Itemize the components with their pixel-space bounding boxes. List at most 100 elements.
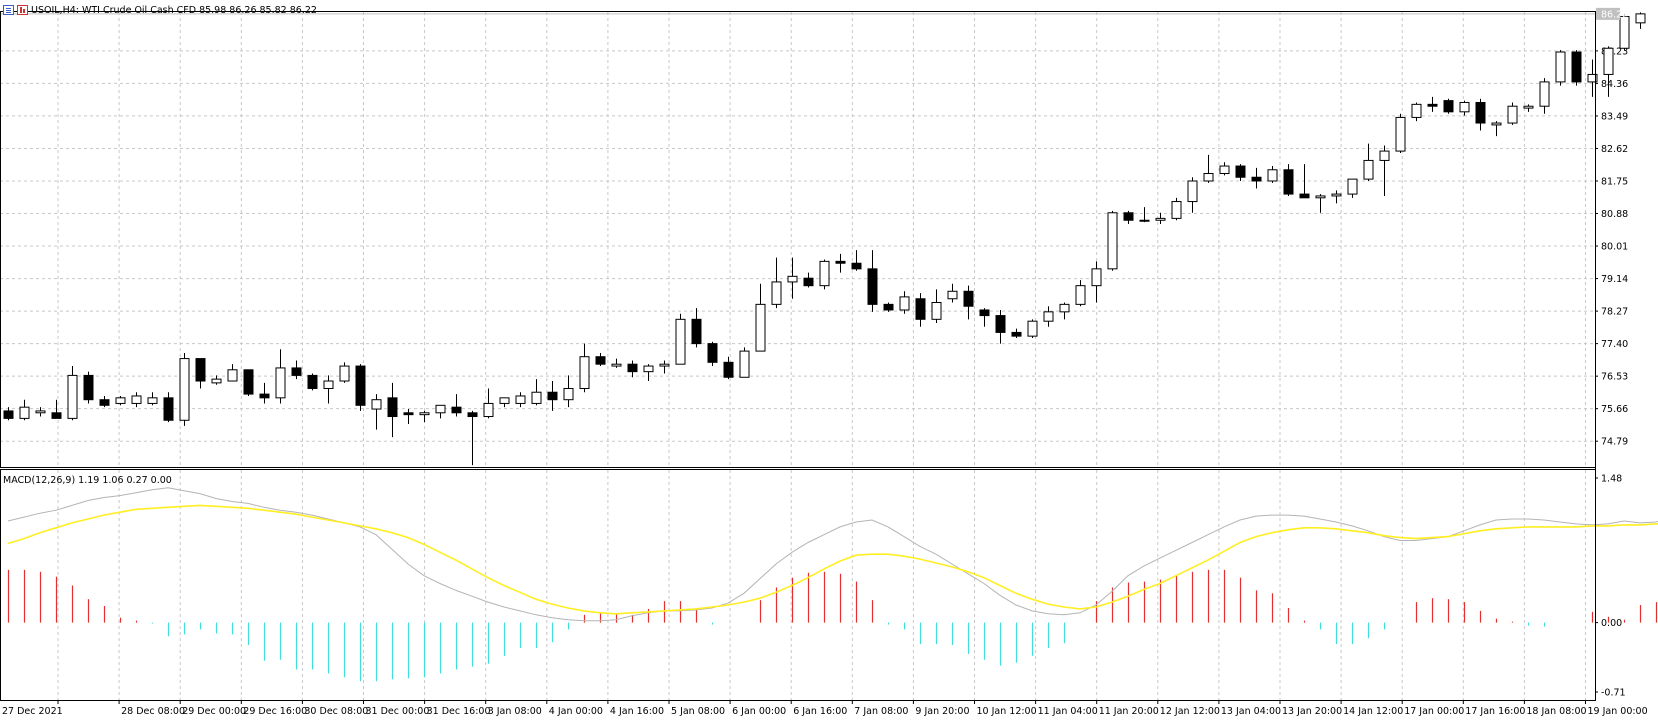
candle-body: [515, 395, 526, 404]
candle-body: [1523, 105, 1534, 109]
candle: [675, 313, 686, 365]
candle-body: [563, 387, 574, 401]
candle: [899, 291, 910, 314]
candle: [163, 392, 174, 423]
candle-body: [931, 301, 942, 320]
candle-body: [451, 406, 462, 414]
candle: [979, 308, 990, 327]
symbol-timeframe: USOIL,H4:: [31, 4, 79, 16]
candle: [1443, 98, 1454, 114]
candle-body: [115, 397, 126, 404]
candle-body: [211, 378, 222, 384]
candle: [1251, 167, 1262, 189]
candle: [1539, 78, 1550, 114]
candle-body: [787, 275, 798, 283]
candle-body: [739, 350, 750, 378]
candle-body: [819, 260, 830, 287]
candle: [211, 375, 222, 385]
candle-body: [291, 367, 302, 376]
time-tick-label: 4 Jan 00:00: [549, 706, 603, 717]
candle-body: [387, 397, 398, 418]
candle-body: [323, 380, 334, 389]
candle: [307, 373, 318, 391]
candle: [851, 250, 862, 271]
main-pane-frame: [0, 11, 1596, 468]
time-tick-label: 17 Jan 00:00: [1404, 706, 1464, 717]
candle-body: [1139, 219, 1150, 222]
candle: [1091, 261, 1102, 303]
candle: [1555, 50, 1566, 86]
time-tick-label: 29 Dec 00:00: [182, 706, 246, 717]
candle: [1315, 194, 1326, 213]
candle-body: [131, 395, 142, 404]
signal-line: [7, 504, 1658, 615]
candle-body: [771, 281, 782, 305]
candle: [1331, 190, 1342, 204]
candle: [227, 364, 238, 382]
candle-body: [531, 391, 542, 404]
candle: [947, 283, 958, 303]
candle-body: [467, 412, 478, 418]
time-tick-label: 10 Jan 12:00: [977, 706, 1037, 717]
candle: [1459, 100, 1470, 116]
candle-body: [83, 374, 94, 401]
chart-type-icon[interactable]: [17, 5, 28, 15]
symbol-list-icon[interactable]: [3, 5, 14, 15]
candle: [931, 289, 942, 324]
macd-tick-label: -0.71: [1601, 688, 1626, 699]
candle: [1587, 59, 1598, 97]
candle-body: [1491, 122, 1502, 126]
candle: [915, 293, 926, 327]
candle-body: [1411, 103, 1422, 118]
candle: [1155, 212, 1166, 224]
candle-body: [691, 318, 702, 345]
candle: [275, 349, 286, 404]
candle: [467, 410, 478, 466]
candle-body: [803, 277, 814, 287]
candle-body: [307, 374, 318, 389]
candle-body: [275, 367, 286, 399]
time-tick-label: 13 Jan 04:00: [1221, 706, 1281, 717]
candle-body: [723, 361, 734, 378]
candle-body: [979, 309, 990, 317]
candle: [1187, 177, 1198, 213]
time-tick-label: 31 Dec 00:00: [366, 706, 430, 717]
candle: [595, 352, 606, 367]
macd-line: [7, 487, 1658, 622]
time-tick-label: 4 Jan 16:00: [610, 706, 664, 717]
candle: [1411, 102, 1422, 122]
candle-body: [1363, 159, 1374, 180]
candle-body: [1059, 303, 1070, 313]
candle: [643, 364, 654, 382]
symbol-description: WTI Crude Oil Cash CFD: [81, 4, 197, 16]
candle-body: [851, 262, 862, 270]
candle-body: [163, 397, 174, 421]
candle: [531, 379, 542, 406]
time-tick-label: 9 Jan 20:00: [915, 706, 969, 717]
time-tick-label: 29 Dec 16:00: [243, 706, 307, 717]
candle-body: [67, 374, 78, 419]
candle: [195, 358, 206, 389]
candle-body: [867, 268, 878, 305]
candle-body: [1379, 150, 1390, 161]
price-tick-label: 74.79: [1601, 437, 1628, 448]
candle: [803, 272, 814, 288]
candle-body: [995, 315, 1006, 333]
candle-body: [643, 365, 654, 373]
current-price-label: 86.22: [1601, 9, 1628, 20]
candle-body: [1395, 116, 1406, 152]
candle: [547, 381, 558, 411]
candle: [1011, 328, 1022, 339]
macd-pane-frame: [0, 469, 1596, 701]
candle-body: [1203, 173, 1214, 182]
time-tick-label: 7 Jan 08:00: [854, 706, 908, 717]
candle: [499, 397, 510, 408]
candle: [995, 309, 1006, 344]
candle: [131, 392, 142, 408]
candle: [1123, 210, 1134, 224]
candle-body: [595, 356, 606, 365]
candle: [147, 392, 158, 406]
candle-body: [3, 410, 14, 419]
time-tick-label: 6 Jan 16:00: [793, 706, 847, 717]
candle-body: [99, 399, 110, 406]
